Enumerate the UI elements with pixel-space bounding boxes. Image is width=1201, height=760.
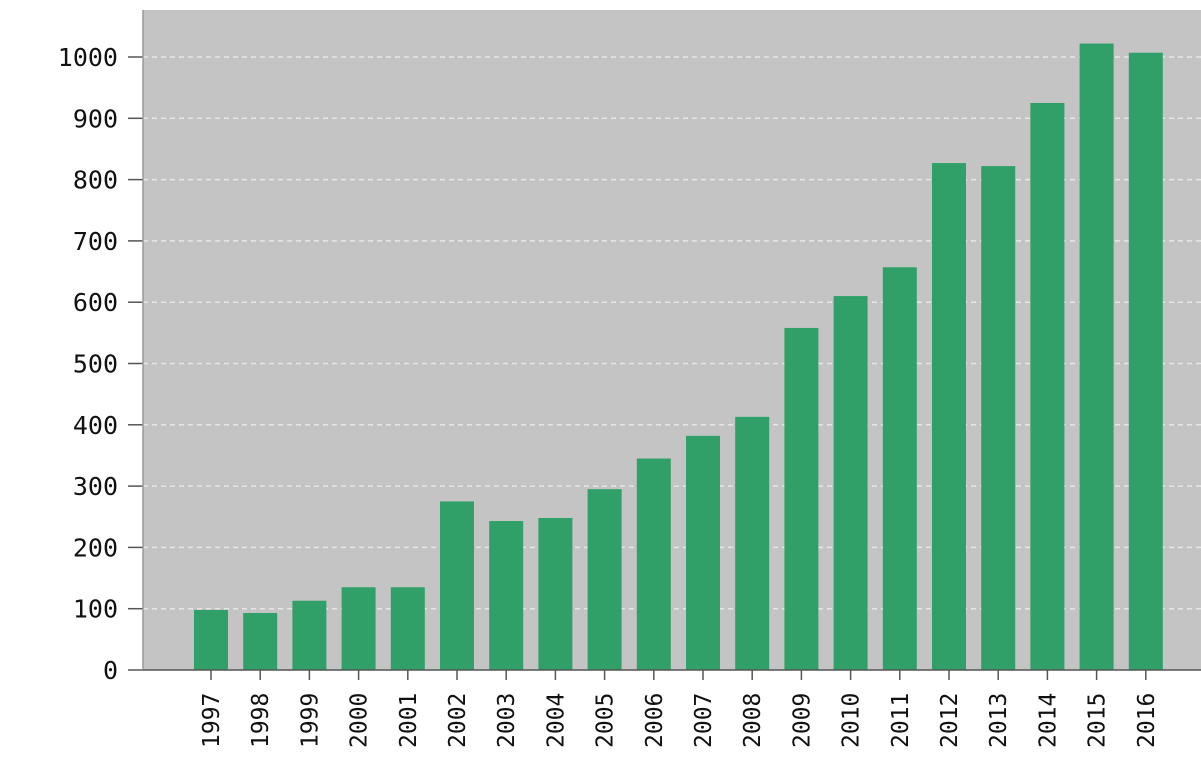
x-tick-label: 2015 (1085, 693, 1111, 748)
bar-2014 (1030, 102, 1065, 671)
y-tick-label: 900 (73, 104, 118, 133)
plot-area (143, 10, 1201, 670)
x-tick-label: 2016 (1134, 693, 1160, 748)
y-tick-label: 100 (73, 595, 118, 624)
x-tick-label: 2012 (937, 693, 963, 748)
x-tick-label: 2004 (543, 693, 569, 748)
bar-1999 (292, 600, 327, 670)
x-tick-label: 2000 (347, 693, 373, 748)
x-tick-label: 2009 (789, 693, 815, 748)
bar-2005 (587, 489, 622, 670)
x-tick-label: 1999 (297, 693, 323, 748)
x-tick-label: 2007 (691, 693, 717, 748)
bar-2012 (932, 163, 966, 670)
x-tick-label: 2005 (593, 693, 619, 748)
x-tick-label: 2008 (740, 693, 766, 748)
bar-2011 (882, 267, 917, 670)
x-tick-label: 2014 (1035, 693, 1061, 748)
y-tick-label: 1000 (58, 43, 118, 72)
bar-2003 (489, 521, 524, 670)
bar-2009 (784, 327, 819, 670)
bar-2015 (1079, 43, 1114, 671)
bar-1997 (194, 609, 228, 670)
y-tick-label: 300 (73, 472, 118, 501)
x-tick-label: 2010 (839, 693, 865, 748)
y-tick-label: 200 (73, 533, 118, 562)
x-axis: 1997 1998 1999 2000 2001 2002 2003 2004 2005 2006… (143, 669, 1201, 748)
y-tick-label: 400 (73, 411, 118, 440)
x-tick-label: 2006 (642, 693, 668, 748)
x-tick-label: 2002 (445, 693, 471, 748)
bar-2006 (636, 458, 671, 670)
y-tick-label: 800 (73, 166, 118, 195)
bar-2004 (538, 517, 573, 670)
bar-2013 (981, 166, 1016, 670)
y-tick-label: 500 (73, 350, 118, 379)
x-tick-label: 2013 (986, 693, 1012, 748)
bar-2016 (1128, 52, 1163, 671)
y-tick-label: 600 (73, 288, 118, 317)
bar-2002 (440, 501, 474, 670)
bar-2008 (735, 416, 770, 670)
y-tick-label: 700 (73, 227, 118, 256)
x-tick-label: 2011 (888, 693, 914, 748)
y-axis: 0 100 200 300 400 500 600 700 800 900 1000 (58, 10, 144, 685)
bar-1998 (243, 612, 278, 670)
bar-2010 (833, 296, 868, 670)
x-tick-label: 1998 (248, 693, 274, 748)
x-tick-label: 2003 (494, 693, 520, 748)
bar-2007 (686, 435, 720, 670)
bar-2001 (390, 587, 425, 670)
bar-2000 (341, 587, 376, 670)
bars (194, 43, 1163, 671)
x-tick-label: 2001 (396, 693, 422, 748)
y-tick-label: 0 (103, 656, 118, 685)
x-tick-label: 1997 (199, 693, 225, 748)
